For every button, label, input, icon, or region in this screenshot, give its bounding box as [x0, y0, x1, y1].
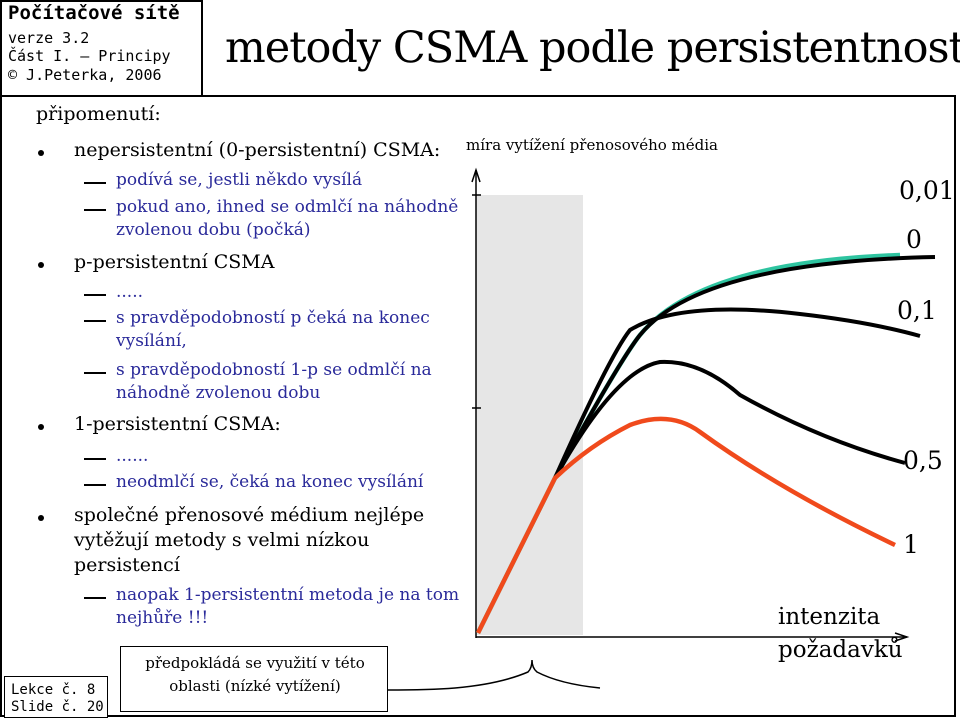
region-brace [387, 659, 601, 691]
bullet-dot [38, 150, 44, 156]
bullet-dot [38, 424, 44, 430]
sub-item: s pravděpodobností p čeká na konec [116, 308, 430, 328]
dash [84, 484, 106, 486]
sub-item-cont: zvolenou dobu (počká) [116, 220, 311, 240]
header-top-rule [0, 0, 202, 2]
bullet-conclusion: společné přenosové médium nejlépe [74, 504, 425, 526]
x-axis-label-2: požadavků [778, 637, 903, 663]
curve-p0 [553, 255, 936, 479]
dash [84, 182, 106, 184]
course-title: Počítačové sítě [8, 2, 180, 24]
note-line-2: oblasti (nízké vytížení) [169, 677, 341, 695]
dash [84, 209, 106, 211]
assumption-note: předpokládá se využití v této oblasti (n… [120, 646, 388, 712]
lecture-number: Lekce č. 8 [11, 682, 96, 698]
dash [84, 597, 106, 599]
curve-label-p01: 0,1 [897, 296, 937, 325]
header-left-rule [0, 0, 2, 97]
curve-label-p05: 0,5 [903, 446, 943, 475]
bullet-p-persistent: p-persistentní CSMA [74, 251, 275, 273]
sub-item-cont: nejhůře !!! [116, 608, 209, 628]
x-axis-label-1: intenzita [778, 604, 881, 630]
sub-item: pokud ano, ihned se odmlčí na náhodně [116, 197, 459, 217]
content-frame [0, 95, 956, 717]
sub-item: s pravděpodobností 1-p se odmlčí na [116, 360, 432, 380]
header-divider [201, 0, 203, 97]
curve-label-p0: 0 [906, 225, 922, 254]
dash [84, 372, 106, 374]
header-panel: Počítačové sítě verze 3.2 Část I. – Prin… [0, 0, 202, 95]
curve-p01 [553, 307, 921, 479]
slide-title: metody CSMA podle persistentnosti [225, 23, 960, 73]
curve-label-p001: 0,01 [899, 176, 955, 205]
bullet-conclusion-cont: persistencí [74, 554, 180, 576]
bullet-dot [38, 515, 44, 521]
version-label: verze 3.2 [8, 29, 90, 47]
dash [84, 294, 106, 296]
curve-p05 [553, 359, 906, 479]
curve-label-p1: 1 [903, 530, 919, 559]
dash [84, 320, 106, 322]
bullet-dot [38, 262, 44, 268]
y-axis-label: míra vytížení přenosového média [466, 136, 719, 154]
part-label: Část I. – Principy [8, 47, 171, 65]
sub-item: naopak 1-persistentní metoda je na tom [116, 585, 460, 605]
slide-number: Slide č. 20 [11, 699, 104, 715]
x-axis-arrowhead [894, 632, 910, 642]
sub-item: neodmlčí se, čeká na konec vysílání [116, 472, 424, 492]
reminder-heading: připomenutí: [36, 103, 161, 125]
bullet-conclusion-cont: vytěžují metody s velmi nízkou [74, 529, 370, 551]
bullet-1-persistent: 1-persistentní CSMA: [74, 413, 281, 435]
note-line-1: předpokládá se využití v této [145, 654, 365, 672]
sub-item-cont: náhodně zvolenou dobu [116, 383, 321, 403]
sub-item: ...... [116, 446, 149, 466]
sub-item: podívá se, jestli někdo vysílá [116, 170, 363, 190]
bullet-nonpersistent: nepersistentní (0-persistentní) CSMA: [74, 139, 441, 161]
copyright-label: © J.Peterka, 2006 [8, 66, 162, 84]
curve-p1 [475, 416, 896, 635]
low-load-region [476, 195, 583, 635]
sub-item-cont: vysílání, [116, 331, 187, 351]
sub-item: ..... [116, 282, 144, 302]
footer-box: Lekce č. 8 Slide č. 20 [4, 676, 108, 718]
y-axis-arrowhead [471, 167, 481, 183]
dash [84, 458, 106, 460]
